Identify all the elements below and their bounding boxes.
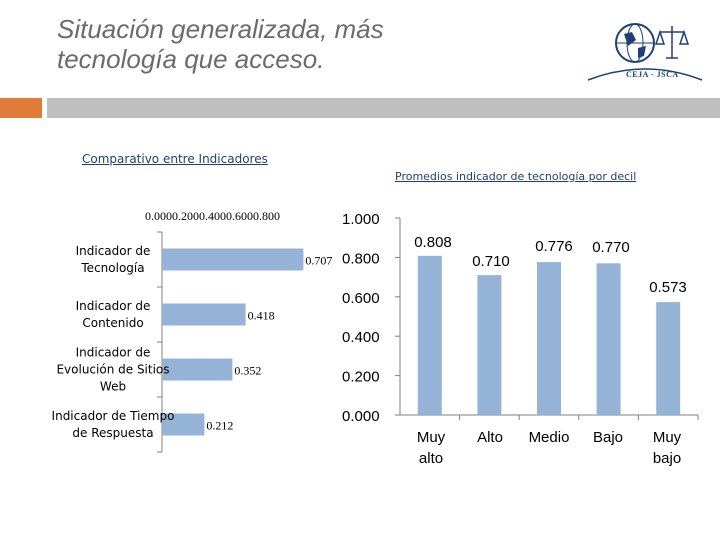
bar-value-label: 0.573 — [649, 279, 687, 296]
bar-indicator-1 — [162, 303, 246, 326]
bar-value-label: 0.776 — [535, 238, 573, 255]
category-label: Bajo — [593, 429, 623, 446]
bar-decile-0 — [417, 255, 442, 415]
bar-value-label: 0.707 — [305, 254, 332, 268]
bar-value-label: 0.770 — [592, 239, 630, 256]
y-tick-label: 0.400 — [342, 329, 380, 346]
bar-decile-4 — [656, 302, 681, 415]
y-tick-label: 0.600 — [342, 290, 380, 307]
bar-value-label: 0.710 — [472, 253, 510, 270]
bar-value-label: 0.212 — [206, 419, 233, 433]
bar-decile-1 — [477, 275, 502, 415]
category-label: Indicador de Contenido — [76, 299, 151, 330]
bar-indicator-3 — [162, 413, 205, 436]
y-tick-label: 1.000 — [342, 211, 380, 228]
ceja-logo — [587, 23, 703, 81]
logo-text: CEJA - JSCA — [626, 70, 679, 79]
bar-value-label: 0.352 — [234, 364, 261, 378]
category-label: Indicador de Evolución de Sitios Web — [56, 346, 169, 394]
bar-indicator-0 — [162, 248, 304, 271]
category-label: Muy bajo — [653, 429, 682, 467]
category-label: Alto — [477, 429, 503, 446]
slide-title: Situación generalizada, más tecnología q… — [57, 14, 384, 74]
left-chart-title: Comparativo entre Indicadores — [82, 152, 268, 166]
bar-indicator-2 — [162, 358, 233, 381]
y-tick-label: 0.000 — [342, 408, 380, 425]
scales-icon — [654, 26, 690, 59]
category-label: Muy alto — [417, 429, 446, 467]
category-label: Medio — [529, 429, 570, 446]
y-tick-label: 0.200 — [342, 369, 380, 386]
x-tick-labels: 0.0000.2000.4000.6000.800 — [145, 209, 280, 223]
bar-decile-3 — [596, 263, 621, 415]
accent-bar — [0, 98, 42, 118]
category-label: Indicador de Tiempo de Respuesta — [52, 409, 175, 440]
right-chart-title: Promedios indicador de tecnología por de… — [395, 170, 637, 183]
category-label: Indicador de Tecnología — [76, 244, 151, 275]
y-tick-label: 0.800 — [342, 250, 380, 267]
bar-decile-2 — [537, 262, 561, 415]
bar-value-label: 0.418 — [248, 309, 275, 323]
title-rule — [47, 98, 720, 118]
bar-value-label: 0.808 — [414, 234, 452, 251]
